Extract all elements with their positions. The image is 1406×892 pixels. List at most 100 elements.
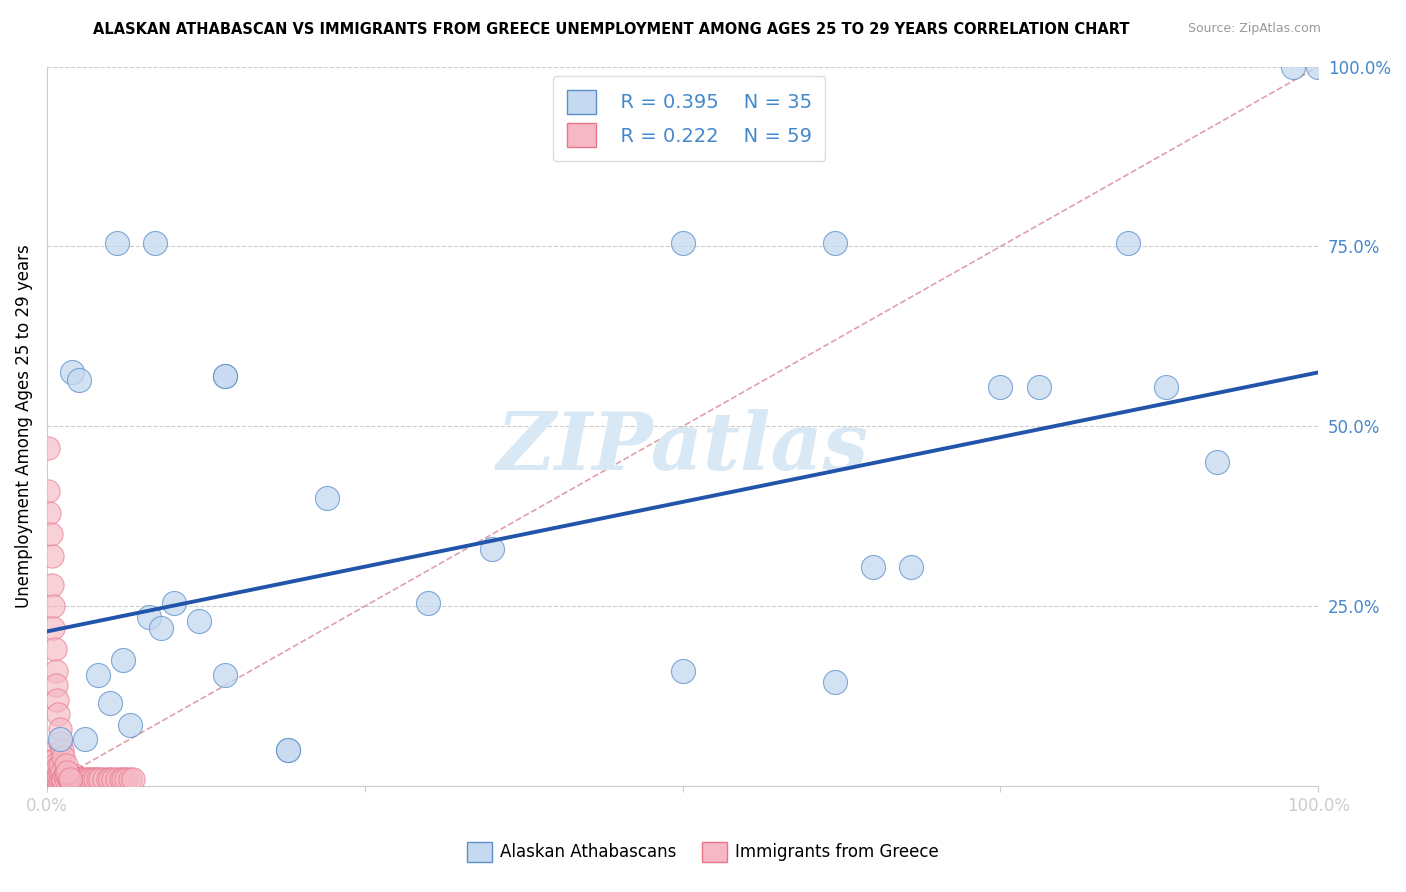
Point [277, 743, 299, 757]
Point [60, 772, 83, 786]
Point [38, 761, 60, 775]
Point [46, 707, 69, 722]
Point [45, 764, 67, 779]
Point [46, 772, 69, 786]
Point [52, 750, 75, 764]
Point [214, 369, 236, 384]
Point [55, 757, 77, 772]
Point [150, 621, 173, 635]
Point [93, 772, 115, 786]
Legend:   R = 0.395    N = 35,   R = 0.222    N = 59: R = 0.395 N = 35, R = 0.222 N = 59 [553, 77, 825, 161]
Point [45, 772, 67, 786]
Point [38, 747, 60, 761]
Point [1116, 235, 1139, 250]
Point [89, 772, 111, 786]
Point [37, 757, 59, 772]
Point [66, 772, 89, 786]
Point [76, 772, 98, 786]
Point [46, 768, 69, 782]
Point [51, 764, 73, 779]
Point [110, 772, 132, 786]
Point [46, 772, 69, 786]
Point [41, 754, 63, 768]
Point [138, 610, 160, 624]
Point [38, 772, 60, 786]
Point [42, 764, 65, 779]
Point [60, 772, 83, 786]
Point [315, 491, 337, 506]
Point [62, 768, 84, 782]
Point [46, 761, 69, 775]
Point [67, 772, 90, 786]
Point [112, 772, 135, 786]
Point [41, 764, 63, 779]
Point [1154, 380, 1177, 394]
Point [46, 693, 69, 707]
Point [42, 754, 65, 768]
Point [990, 380, 1012, 394]
Point [214, 667, 236, 681]
Point [112, 653, 135, 667]
Point [42, 772, 65, 786]
Point [73, 772, 96, 786]
Point [44, 764, 66, 779]
Point [214, 369, 236, 384]
Point [48, 757, 70, 772]
Point [48, 772, 70, 786]
Point [55, 772, 77, 786]
Point [37, 441, 59, 455]
Point [862, 559, 884, 574]
Point [72, 772, 94, 786]
Point [101, 772, 124, 786]
Point [79, 772, 101, 786]
Point [48, 722, 70, 736]
Point [100, 772, 122, 786]
Point [118, 772, 141, 786]
Point [38, 506, 60, 520]
Point [44, 772, 66, 786]
Point [67, 373, 90, 387]
Point [48, 732, 70, 747]
Point [188, 614, 211, 628]
Point [122, 772, 145, 786]
Point [37, 484, 59, 499]
Point [39, 764, 62, 779]
Point [42, 621, 65, 635]
Point [45, 664, 67, 678]
Point [52, 772, 75, 786]
Point [114, 772, 136, 786]
Point [900, 559, 922, 574]
Point [65, 772, 87, 786]
Point [481, 541, 503, 556]
Point [87, 667, 110, 681]
Point [163, 596, 186, 610]
Point [51, 743, 73, 757]
Point [42, 599, 65, 614]
Point [45, 678, 67, 692]
Point [118, 718, 141, 732]
Legend: Alaskan Athabascans, Immigrants from Greece: Alaskan Athabascans, Immigrants from Gre… [458, 833, 948, 871]
Point [84, 772, 107, 786]
Point [105, 235, 128, 250]
Text: ALASKAN ATHABASCAN VS IMMIGRANTS FROM GREECE UNEMPLOYMENT AMONG AGES 25 TO 29 YE: ALASKAN ATHABASCAN VS IMMIGRANTS FROM GR… [93, 22, 1130, 37]
Point [53, 768, 76, 782]
Point [58, 772, 80, 786]
Point [1308, 60, 1330, 74]
Point [63, 772, 86, 786]
Y-axis label: Unemployment Among Ages 25 to 29 years: Unemployment Among Ages 25 to 29 years [15, 244, 32, 608]
Point [87, 772, 110, 786]
Point [39, 527, 62, 541]
Point [671, 664, 693, 678]
Point [39, 772, 62, 786]
Point [48, 764, 70, 779]
Point [59, 772, 82, 786]
Point [41, 772, 63, 786]
Point [56, 768, 79, 782]
Text: ZIPatlas: ZIPatlas [496, 409, 869, 487]
Point [60, 365, 83, 379]
Point [51, 772, 73, 786]
Point [1205, 455, 1227, 469]
Point [824, 235, 846, 250]
Point [1282, 60, 1305, 74]
Text: Source: ZipAtlas.com: Source: ZipAtlas.com [1188, 22, 1322, 36]
